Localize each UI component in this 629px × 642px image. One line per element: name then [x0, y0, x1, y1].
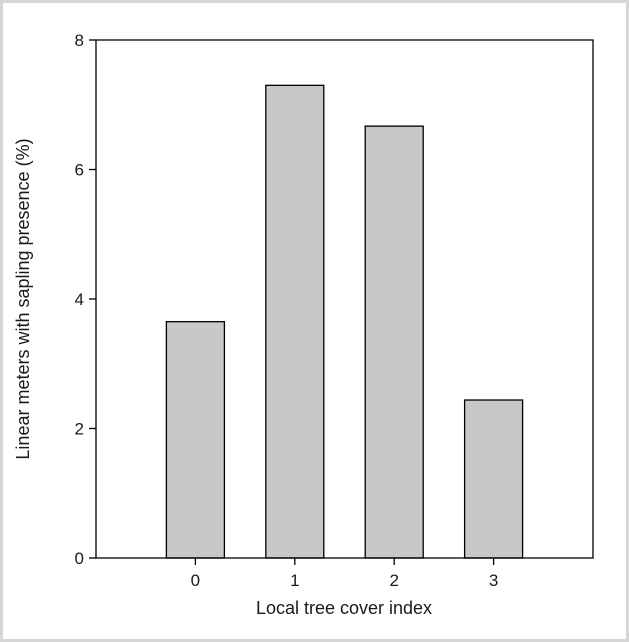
x-tick-label: 0 — [191, 571, 200, 590]
x-tick-label: 3 — [489, 571, 498, 590]
y-tick-label: 2 — [75, 420, 84, 439]
x-axis-title: Local tree cover index — [256, 598, 432, 618]
x-tick-label: 1 — [290, 571, 299, 590]
bars-group — [165, 84, 524, 559]
y-axis-ticks: 0 2 4 6 8 — [75, 31, 96, 568]
bar-1 — [265, 84, 325, 559]
x-tick-label: 2 — [389, 571, 398, 590]
y-tick-label: 8 — [75, 31, 84, 50]
y-tick-label: 0 — [75, 549, 84, 568]
y-axis-title: Linear meters with sapling presence (%) — [13, 138, 33, 459]
bar-0 — [165, 321, 226, 559]
y-tick-label: 4 — [75, 290, 84, 309]
bar-3 — [463, 399, 524, 559]
bar-2 — [364, 125, 424, 559]
x-axis-ticks: 0 1 2 3 — [191, 558, 498, 590]
y-tick-label: 6 — [75, 161, 84, 180]
